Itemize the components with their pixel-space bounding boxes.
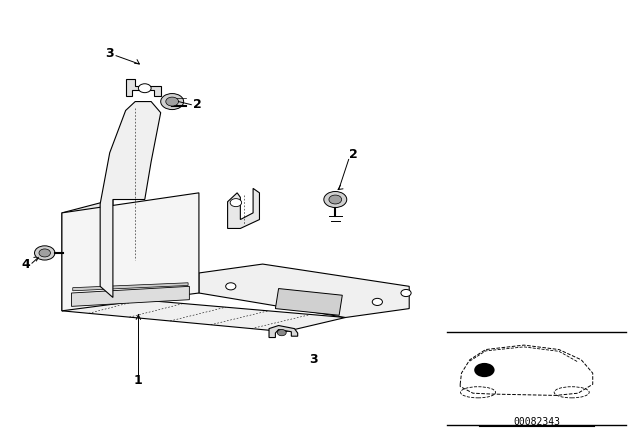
Circle shape xyxy=(138,84,151,93)
Polygon shape xyxy=(62,199,113,311)
Polygon shape xyxy=(62,193,199,311)
Circle shape xyxy=(324,191,347,207)
Polygon shape xyxy=(269,326,298,337)
Polygon shape xyxy=(72,286,189,306)
Circle shape xyxy=(39,249,51,257)
Text: 3: 3 xyxy=(106,47,114,60)
Text: 00082343: 00082343 xyxy=(513,417,560,427)
Polygon shape xyxy=(73,283,188,291)
Circle shape xyxy=(277,330,286,336)
Circle shape xyxy=(401,289,411,297)
Text: 2: 2 xyxy=(193,98,202,111)
Text: 1: 1 xyxy=(134,374,143,387)
Polygon shape xyxy=(100,102,161,297)
Polygon shape xyxy=(275,289,342,315)
Text: 3: 3 xyxy=(309,353,318,366)
Circle shape xyxy=(230,198,242,207)
Text: 4: 4 xyxy=(21,258,30,271)
Polygon shape xyxy=(228,188,259,228)
Circle shape xyxy=(226,283,236,290)
Circle shape xyxy=(35,246,55,260)
Text: 2: 2 xyxy=(349,148,358,161)
Circle shape xyxy=(474,363,495,377)
Circle shape xyxy=(329,195,342,204)
Polygon shape xyxy=(125,79,161,96)
Polygon shape xyxy=(199,264,409,318)
Circle shape xyxy=(161,94,184,110)
Circle shape xyxy=(166,97,179,106)
Polygon shape xyxy=(62,297,346,332)
Circle shape xyxy=(372,298,383,306)
